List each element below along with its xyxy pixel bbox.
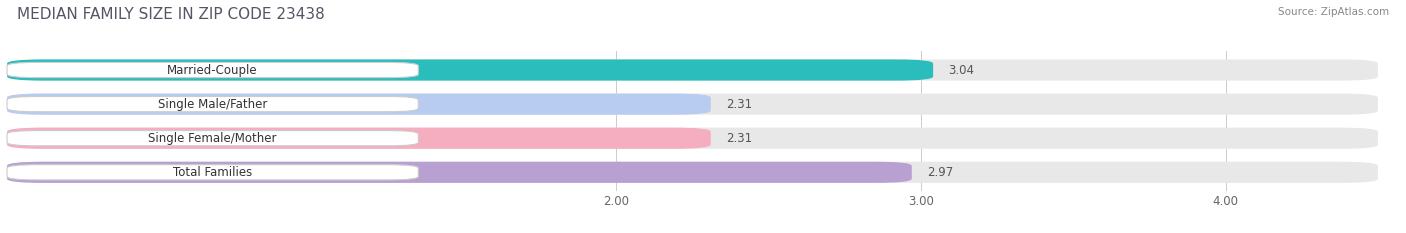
Text: Total Families: Total Families [173,166,252,179]
FancyBboxPatch shape [7,59,1378,81]
Text: Married-Couple: Married-Couple [167,64,257,76]
Text: MEDIAN FAMILY SIZE IN ZIP CODE 23438: MEDIAN FAMILY SIZE IN ZIP CODE 23438 [17,7,325,22]
Text: Single Male/Father: Single Male/Father [157,98,267,111]
FancyBboxPatch shape [7,131,418,146]
Text: Source: ZipAtlas.com: Source: ZipAtlas.com [1278,7,1389,17]
Text: 2.31: 2.31 [725,98,752,111]
FancyBboxPatch shape [7,93,1378,115]
Text: 2.97: 2.97 [927,166,953,179]
Text: 3.04: 3.04 [948,64,974,76]
FancyBboxPatch shape [7,93,710,115]
Text: Single Female/Mother: Single Female/Mother [149,132,277,145]
Text: 2.31: 2.31 [725,132,752,145]
FancyBboxPatch shape [7,165,418,180]
FancyBboxPatch shape [7,96,418,112]
FancyBboxPatch shape [7,59,934,81]
FancyBboxPatch shape [7,128,710,149]
FancyBboxPatch shape [7,162,1378,183]
FancyBboxPatch shape [7,62,418,78]
FancyBboxPatch shape [7,162,911,183]
FancyBboxPatch shape [7,128,1378,149]
